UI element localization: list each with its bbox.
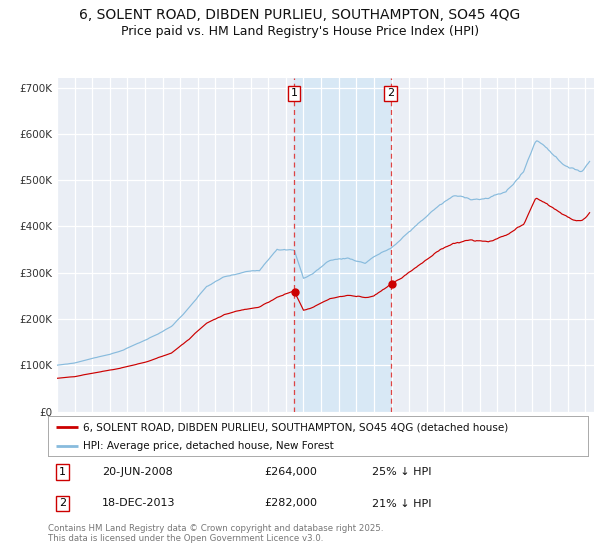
- Text: Contains HM Land Registry data © Crown copyright and database right 2025.
This d: Contains HM Land Registry data © Crown c…: [48, 524, 383, 543]
- Text: 20-JUN-2008: 20-JUN-2008: [102, 467, 173, 477]
- Text: HPI: Average price, detached house, New Forest: HPI: Average price, detached house, New …: [83, 441, 334, 451]
- Bar: [294, 78, 391, 412]
- Text: 6, SOLENT ROAD, DIBDEN PURLIEU, SOUTHAMPTON, SO45 4QG (detached house): 6, SOLENT ROAD, DIBDEN PURLIEU, SOUTHAMP…: [83, 422, 508, 432]
- Text: £282,000: £282,000: [264, 498, 317, 508]
- Text: 21% ↓ HPI: 21% ↓ HPI: [372, 498, 431, 508]
- Text: 18-DEC-2013: 18-DEC-2013: [102, 498, 176, 508]
- Text: 2: 2: [59, 498, 66, 508]
- Text: 6, SOLENT ROAD, DIBDEN PURLIEU, SOUTHAMPTON, SO45 4QG: 6, SOLENT ROAD, DIBDEN PURLIEU, SOUTHAMP…: [79, 8, 521, 22]
- Text: 2: 2: [387, 88, 394, 99]
- Text: 1: 1: [290, 88, 298, 99]
- Text: £264,000: £264,000: [264, 467, 317, 477]
- Text: 1: 1: [59, 467, 66, 477]
- Text: 25% ↓ HPI: 25% ↓ HPI: [372, 467, 431, 477]
- Text: Price paid vs. HM Land Registry's House Price Index (HPI): Price paid vs. HM Land Registry's House …: [121, 25, 479, 38]
